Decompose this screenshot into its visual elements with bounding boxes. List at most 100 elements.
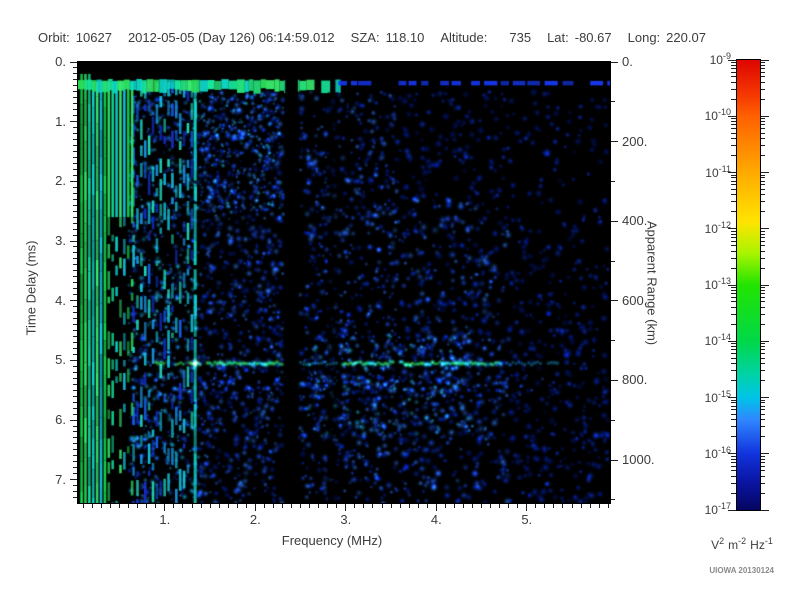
x-axis-tick-label: 4.: [430, 512, 442, 527]
colorbar-minor-tick-right: [761, 174, 765, 176]
colorbar-minor-tick-left: [731, 363, 736, 365]
x-axis-minor-tick: [218, 504, 220, 508]
x-axis-minor-tick: [417, 504, 419, 508]
colorbar-major-tick-right: [761, 397, 769, 398]
colorbar-minor-tick-left: [731, 132, 736, 134]
y-left-major-tick: [70, 121, 77, 123]
x-axis-minor-tick: [128, 504, 130, 508]
colorbar-minor-tick-right: [761, 349, 765, 351]
y-left-minor-tick: [73, 347, 77, 349]
colorbar-minor-tick-right: [761, 267, 765, 269]
colorbar-minor-tick-left: [731, 188, 736, 190]
y-left-minor-tick: [73, 461, 77, 463]
colorbar-major-tick-left: [728, 453, 736, 455]
y-axis-right-label: Apparent Range (km): [644, 220, 660, 346]
colorbar: [736, 59, 761, 511]
header-item-label: Altitude:: [440, 30, 488, 45]
colorbar-minor-tick-left: [731, 306, 736, 308]
y-left-major-tick: [70, 419, 77, 421]
colorbar-minor-tick-right: [761, 257, 765, 259]
x-axis-minor-tick: [137, 504, 139, 508]
x-axis-minor-tick: [481, 504, 483, 508]
x-axis-minor-tick: [182, 504, 184, 508]
colorbar-minor-tick-right: [761, 458, 765, 460]
y-left-minor-tick: [73, 85, 77, 87]
colorbar-minor-tick-right: [761, 399, 765, 401]
header-item-value: 10627: [75, 30, 112, 45]
header-item: Long: 220.07: [628, 30, 706, 45]
colorbar-minor-tick-right: [761, 250, 765, 252]
colorbar-minor-tick-right: [761, 98, 765, 100]
colorbar-minor-tick-left: [731, 296, 736, 298]
x-axis-minor-tick: [245, 504, 247, 508]
colorbar-minor-tick-right: [761, 230, 765, 232]
colorbar-minor-tick-right: [761, 138, 765, 140]
x-axis-minor-tick: [327, 504, 329, 508]
y-left-minor-tick: [73, 294, 77, 296]
y-left-minor-tick: [73, 198, 77, 200]
x-axis-minor-tick: [191, 504, 193, 508]
colorbar-tick-label: 10-12: [704, 219, 731, 236]
x-axis-minor-tick: [453, 504, 455, 508]
colorbar-minor-tick-right: [761, 363, 765, 365]
x-axis-minor-tick: [471, 504, 473, 508]
spectrogram: [78, 62, 610, 503]
y-left-minor-tick: [73, 210, 77, 212]
x-axis-minor-tick: [110, 504, 112, 508]
y-right-minor-tick: [611, 340, 615, 342]
x-axis-minor-tick: [236, 504, 238, 508]
colorbar-minor-tick-right: [761, 475, 765, 477]
y-left-tick-label: 6.: [55, 412, 66, 428]
y-right-major-tick: [611, 141, 618, 143]
y-left-minor-tick: [73, 252, 77, 254]
x-axis-minor-tick: [101, 504, 103, 508]
colorbar-minor-tick-right: [761, 301, 765, 303]
colorbar-minor-tick-right: [761, 482, 765, 484]
colorbar-minor-tick-right: [761, 346, 765, 348]
colorbar-minor-tick-left: [731, 346, 736, 348]
colorbar-major-tick-left: [728, 509, 736, 511]
y-right-major-tick: [611, 300, 618, 302]
colorbar-minor-tick-left: [731, 323, 736, 325]
y-left-minor-tick: [73, 186, 77, 188]
header-info: Orbit: 10627 2012-05-05 (Day 126) 06:14:59…: [38, 30, 722, 45]
y-right-tick-label: 0.: [622, 54, 633, 69]
colorbar-minor-tick-left: [731, 380, 736, 382]
x-axis-minor-tick: [499, 504, 501, 508]
colorbar-minor-tick-right: [761, 233, 765, 235]
colorbar-minor-tick-right: [761, 380, 765, 382]
colorbar-minor-tick-right: [761, 461, 765, 463]
colorbar-minor-tick-left: [731, 128, 736, 130]
y-left-minor-tick: [73, 67, 77, 69]
colorbar-minor-tick-right: [761, 470, 765, 472]
colorbar-minor-tick-right: [761, 81, 765, 83]
y-left-minor-tick: [73, 353, 77, 355]
colorbar-minor-tick-right: [761, 124, 765, 126]
x-axis-label: Frequency (MHz): [281, 533, 383, 548]
x-axis-minor-tick: [408, 504, 410, 508]
colorbar-minor-tick-left: [731, 194, 736, 196]
y-left-tick-label: 5.: [55, 352, 66, 368]
colorbar-minor-tick-right: [761, 201, 765, 203]
colorbar-minor-tick-left: [731, 180, 736, 182]
colorbar-minor-tick-right: [761, 64, 765, 66]
colorbar-minor-tick-left: [731, 482, 736, 484]
colorbar-minor-tick-left: [731, 413, 736, 415]
colorbar-minor-tick-right: [761, 306, 765, 308]
colorbar-major-tick-right: [761, 340, 769, 342]
colorbar-major-tick-left: [728, 172, 736, 173]
colorbar-minor-tick-right: [761, 145, 765, 147]
colorbar-minor-tick-left: [731, 455, 736, 457]
header-item-value: 220.07: [666, 30, 706, 45]
x-axis-tick-label: 3.: [340, 512, 352, 527]
y-right-major-tick: [611, 220, 618, 222]
header-item-value: 735: [509, 30, 532, 45]
y-left-minor-tick: [73, 192, 77, 194]
y-left-minor-tick: [73, 437, 77, 439]
colorbar-tick-label: 10-14: [704, 332, 731, 349]
colorbar-minor-tick-left: [731, 287, 736, 289]
y-left-minor-tick: [73, 258, 77, 260]
x-axis-tick-label: 2.: [249, 512, 261, 527]
y-left-major-tick: [70, 61, 77, 63]
header-item-label: Long:: [627, 30, 661, 45]
